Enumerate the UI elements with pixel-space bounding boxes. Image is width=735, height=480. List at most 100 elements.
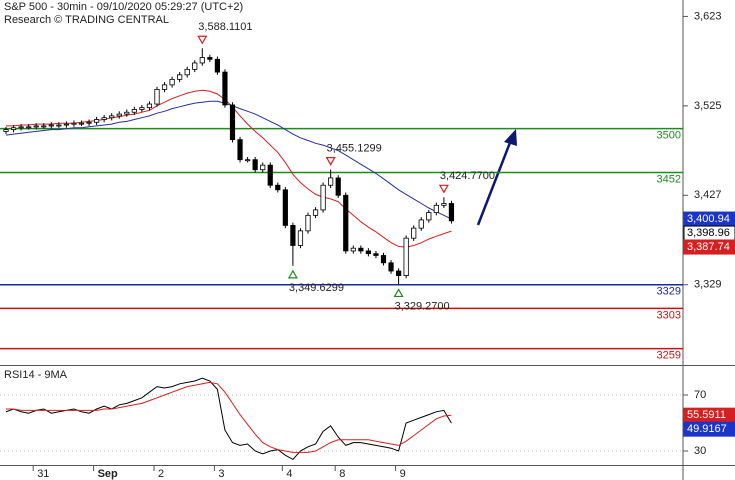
- value-tag-label: 3,400.94: [687, 213, 730, 225]
- candle-body: [448, 203, 455, 222]
- candle-body: [426, 212, 432, 221]
- y-tick-label: 3,329: [694, 279, 722, 291]
- candle-body: [63, 123, 69, 126]
- candle-body: [48, 124, 54, 127]
- high-label: 3,455.1299: [327, 143, 382, 155]
- x-tick-label: 8: [339, 468, 345, 480]
- candle-body: [237, 139, 243, 161]
- y-tick-label: 30: [694, 445, 706, 457]
- chart-subtitle: Research © TRADING CENTRAL: [4, 14, 169, 26]
- high-label: 3,588.1101: [198, 21, 252, 33]
- value-tag-label: 3,387.74: [687, 241, 730, 253]
- rsi-title: RSI14 - 9MA: [4, 369, 68, 381]
- candle-body: [388, 262, 394, 272]
- line-series: [6, 89, 452, 248]
- candle-body: [154, 89, 160, 105]
- low-label: 3,329.2700: [395, 300, 450, 312]
- level-label: 3452: [657, 173, 681, 185]
- candle-body: [282, 189, 288, 226]
- candle-body: [267, 164, 273, 186]
- candle-body: [101, 117, 107, 120]
- y-tick-label: 3,623: [694, 10, 722, 22]
- candle-body: [109, 115, 115, 119]
- candle-body: [365, 250, 372, 255]
- candle-body: [380, 255, 387, 264]
- x-tick-label: 9: [400, 468, 406, 480]
- low-marker: [393, 288, 404, 298]
- candle-body: [229, 104, 236, 141]
- candle-body: [161, 84, 168, 90]
- candle-body: [78, 122, 85, 125]
- candle-body: [244, 159, 251, 162]
- candle-body: [328, 177, 334, 186]
- level-label: 3259: [657, 349, 681, 361]
- chart-title: S&P 500 - 30min - 09/10/2020 05:29:27 (U…: [4, 1, 243, 13]
- high-label: 3,424.7700: [440, 170, 495, 182]
- candle-body: [199, 57, 205, 64]
- line-series: [5, 100, 452, 220]
- high-marker: [197, 35, 208, 45]
- high-marker: [438, 184, 449, 194]
- level-label: 3500: [657, 130, 681, 142]
- x-tick-label: 2: [158, 468, 164, 480]
- candle-body: [222, 71, 228, 106]
- x-tick-label: 31: [37, 468, 49, 480]
- value-tag-label: 49.9167: [687, 423, 727, 435]
- low-label: 3,349.6299: [289, 282, 344, 294]
- candle-body: [320, 184, 326, 211]
- candle-body: [441, 203, 447, 206]
- level-label: 3329: [657, 286, 681, 298]
- x-tick-label: 3: [218, 468, 224, 480]
- candle-body: [71, 122, 77, 125]
- candle-body: [275, 184, 281, 191]
- candle-body: [358, 247, 364, 252]
- candle-body: [411, 227, 417, 239]
- candle-body: [192, 62, 198, 70]
- candle-body: [94, 119, 100, 123]
- y-tick-label: 70: [694, 389, 706, 401]
- candle-body: [41, 125, 47, 128]
- candle-body: [131, 109, 137, 113]
- low-marker: [287, 269, 298, 279]
- candle-body: [56, 124, 62, 127]
- value-tag: [683, 421, 735, 437]
- candle-body: [146, 103, 153, 109]
- candle-body: [10, 127, 17, 130]
- candle-body: [116, 113, 122, 117]
- candle-body: [214, 58, 220, 73]
- line-series: [6, 381, 452, 453]
- candle-body: [169, 78, 175, 86]
- candle-body: [177, 74, 183, 80]
- candle-body: [290, 224, 296, 246]
- candle-body: [335, 177, 341, 196]
- candle-body: [252, 159, 258, 171]
- candle-body: [184, 68, 190, 76]
- level-label: 3303: [657, 309, 681, 321]
- candle-body: [350, 247, 356, 252]
- x-tick-label: 4: [286, 468, 292, 480]
- y-tick-label: 3,427: [694, 189, 722, 201]
- value-tag: [683, 239, 735, 255]
- candle-body: [418, 219, 424, 229]
- y-tick-label: 3,525: [694, 100, 722, 112]
- value-tag-label: 3,398.96: [687, 227, 730, 239]
- high-marker: [325, 157, 336, 166]
- candle-body: [26, 126, 32, 129]
- candle-body: [312, 209, 319, 216]
- candle-body: [305, 214, 311, 232]
- candle-body: [403, 237, 409, 276]
- forecast-arrow: [476, 129, 517, 226]
- candle-body: [373, 253, 379, 256]
- candle-body: [33, 125, 39, 128]
- candle-body: [18, 126, 24, 129]
- line-series: [5, 377, 452, 461]
- candle-body: [3, 129, 9, 132]
- candle-body: [260, 164, 266, 171]
- candle-body: [433, 204, 439, 214]
- candle-body: [395, 270, 402, 276]
- candle-body: [297, 230, 304, 246]
- candle-body: [207, 57, 213, 60]
- candle-body: [139, 107, 145, 110]
